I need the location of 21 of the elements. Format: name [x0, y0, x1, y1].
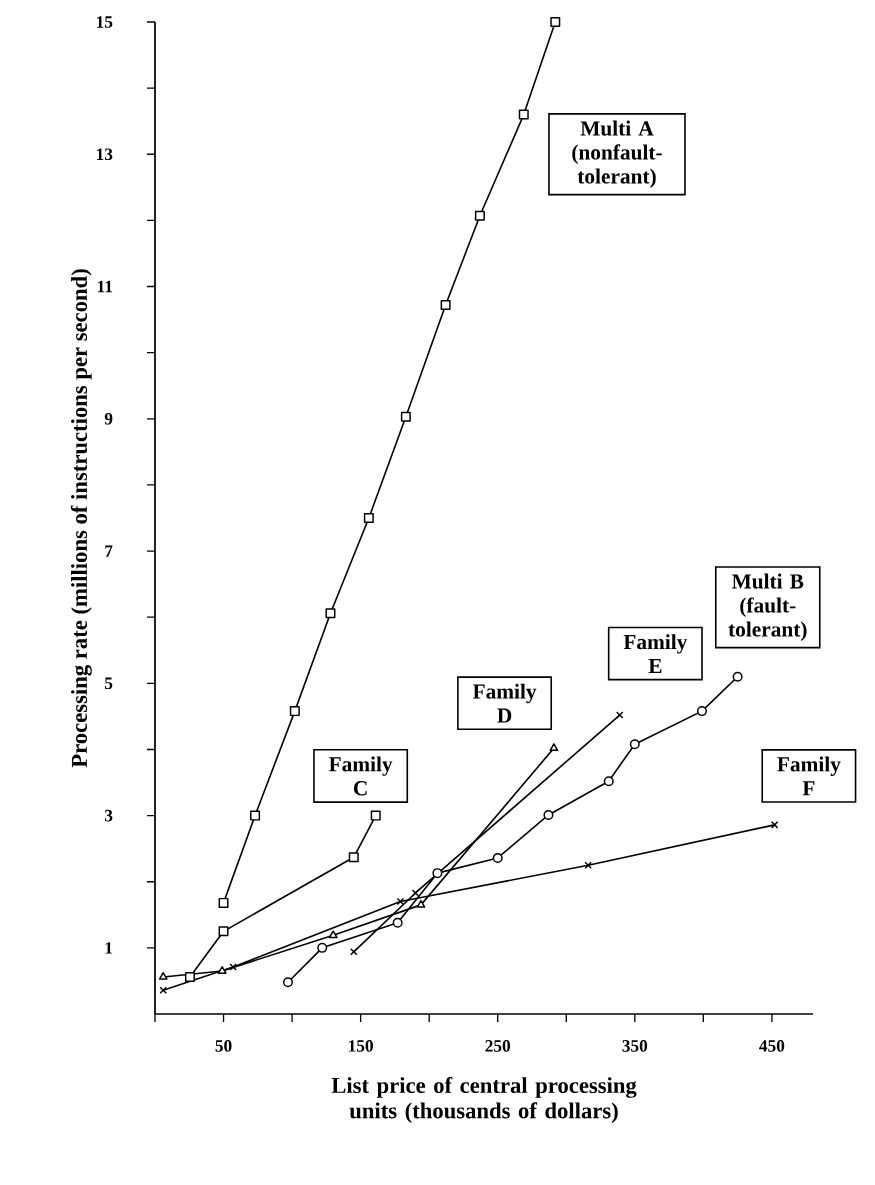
series-label: Family F — [777, 756, 841, 796]
y-axis-title: Processing rate (millions of instructions per second) — [70, 269, 92, 768]
y-tick-label: 13 — [97, 148, 113, 161]
y-tick-label: 9 — [104, 412, 113, 425]
series-label: Multi B (fault-tolerant) — [728, 573, 807, 641]
x-tick-label: 250 — [485, 1040, 511, 1052]
x-tick-label: 50 — [215, 1040, 232, 1052]
x-tick-label: 150 — [349, 1040, 373, 1052]
series-label: Family E — [623, 634, 688, 673]
y-tick-label: 11 — [97, 280, 113, 293]
series-label: Family C — [328, 756, 393, 796]
x-tick-label: 350 — [622, 1040, 648, 1052]
x-tick-label: 450 — [759, 1040, 785, 1052]
y-tick-label: 7 — [105, 545, 113, 557]
y-tick-label: 1 — [105, 942, 113, 954]
series-label: Family D — [472, 683, 537, 723]
text: Multi A (nonfault-tolerant) — [572, 120, 662, 188]
y-tick-label: 15 — [97, 16, 113, 28]
y-tick-label: 3 — [104, 809, 113, 822]
x-axis-title: List price of central processing units (thousands of dollars) — [331, 1076, 637, 1124]
y-tick-label: 5 — [104, 677, 113, 690]
